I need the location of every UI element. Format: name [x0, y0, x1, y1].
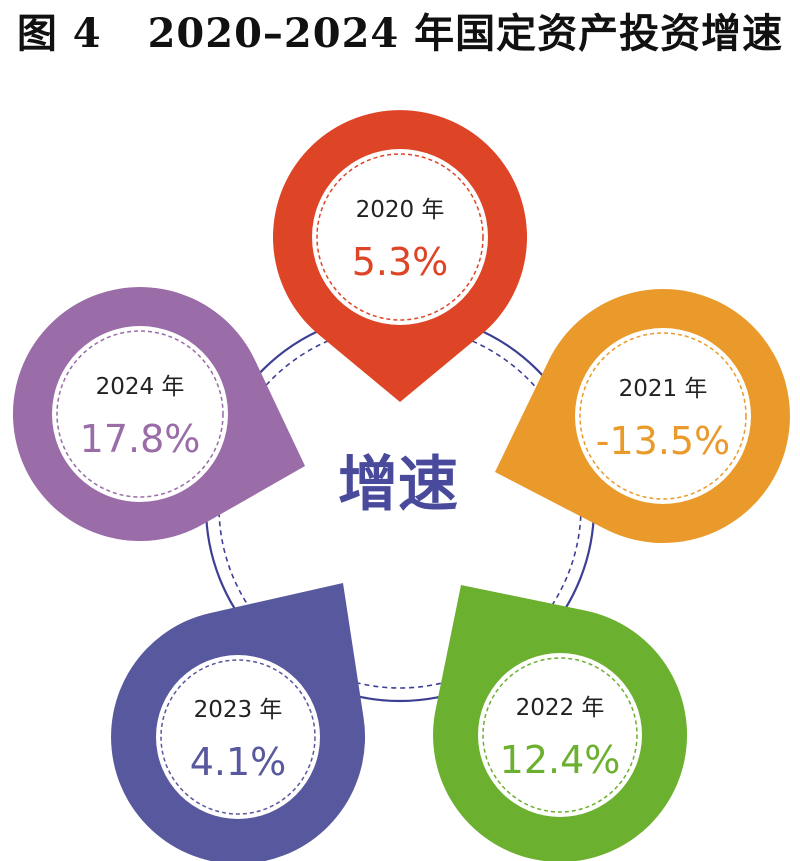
inner-dashed-circle — [160, 659, 316, 815]
inner-dashed-circle — [316, 153, 484, 321]
value-label: -13.5% — [596, 419, 730, 463]
marker-4: 2024 年 17.8% — [12, 287, 306, 542]
year-label: 2021 年 — [619, 376, 708, 402]
year-label: 2020 年 — [356, 197, 445, 223]
value-label: 5.3% — [352, 240, 449, 284]
center-label: 增速 — [338, 450, 458, 520]
year-label: 2022 年 — [516, 695, 605, 721]
figure-title: 图 4 2020–2024 年国定资产投资增速 — [0, 4, 800, 64]
value-label: 12.4% — [500, 738, 621, 782]
inner-dashed-circle — [579, 332, 747, 500]
marker-0: 2020 年 5.3% — [273, 110, 528, 403]
year-label: 2023 年 — [194, 697, 283, 723]
inner-circle — [156, 655, 320, 819]
value-label: 4.1% — [190, 740, 287, 784]
inner-circle — [478, 653, 642, 817]
marker-3: 2023 年 4.1% — [111, 583, 366, 861]
figure-number: 图 4 — [16, 10, 102, 57]
figure-title-text: 2020–2024 年国定资产投资增速 — [147, 10, 784, 57]
inner-circle — [52, 326, 228, 502]
year-label: 2024 年 — [96, 374, 185, 400]
inner-circle — [312, 149, 488, 325]
marker-1: 2021 年 -13.5% — [495, 289, 790, 544]
inner-circle — [575, 328, 751, 504]
inner-dashed-circle — [56, 330, 224, 498]
value-label: 17.8% — [80, 417, 201, 461]
inner-dashed-circle — [482, 657, 638, 813]
marker-2: 2022 年 12.4% — [433, 585, 687, 861]
data-markers: 2020 年 5.3% 2021 年 -13.5% 2022 年 12.4% 2023 年 4… — [12, 110, 790, 861]
